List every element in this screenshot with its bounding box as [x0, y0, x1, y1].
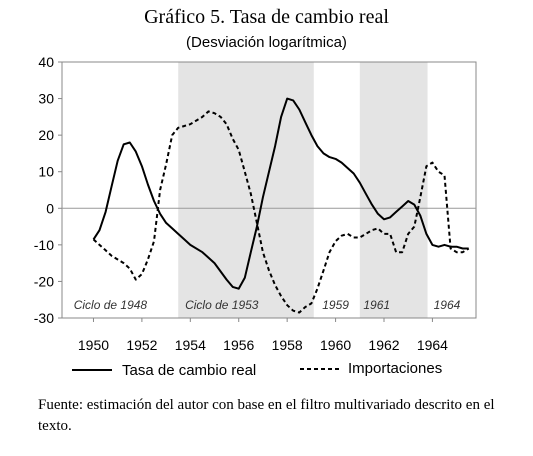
- y-tick-label: 0: [46, 200, 54, 216]
- chart-title: Gráfico 5. Tasa de cambio real: [144, 6, 389, 28]
- y-tick-label: 20: [38, 127, 54, 143]
- cycle-label: Ciclo de 1948: [74, 298, 148, 312]
- x-tick-label: 1950: [78, 337, 109, 353]
- cycle-label: Ciclo de 1953: [185, 298, 259, 312]
- source-note: Fuente: estimación del autor con base en…: [38, 397, 495, 434]
- y-tick-label: -20: [34, 273, 54, 289]
- y-tick-label: -10: [34, 237, 54, 253]
- legend-label-tasa-de-cambio-real: Tasa de cambio real: [122, 362, 256, 379]
- cycle-label: 1959: [322, 298, 349, 312]
- x-tick-label: 1956: [223, 337, 254, 353]
- cycle-label: 1964: [434, 298, 461, 312]
- line-chart: 40 30 20 10 0 -10 -20 -30 1950 1952 1954 1956 1958 19…: [34, 54, 477, 379]
- chart-subtitle: (Desviación logarítmica): [186, 34, 347, 51]
- x-tick-label: 1962: [368, 337, 399, 353]
- x-tick-label: 1964: [417, 337, 448, 353]
- cycle-label: 1961: [363, 298, 390, 312]
- shaded-period-2: [359, 62, 428, 318]
- x-tick-label: 1958: [272, 337, 303, 353]
- y-tick-label: 30: [38, 91, 54, 107]
- y-tick-label: 10: [38, 164, 54, 180]
- y-tick-label: 40: [38, 54, 54, 70]
- plot-frame: [61, 61, 477, 319]
- series-line-importaciones: [92, 110, 470, 314]
- series-line-tasa-de-cambio-real: [92, 97, 469, 290]
- y-tick-label: -30: [34, 310, 54, 326]
- x-tick-label: 1952: [126, 337, 157, 353]
- legend-label-importaciones: Importaciones: [348, 360, 442, 377]
- x-tick-label: 1954: [175, 337, 206, 353]
- x-tick-label: 1960: [320, 337, 351, 353]
